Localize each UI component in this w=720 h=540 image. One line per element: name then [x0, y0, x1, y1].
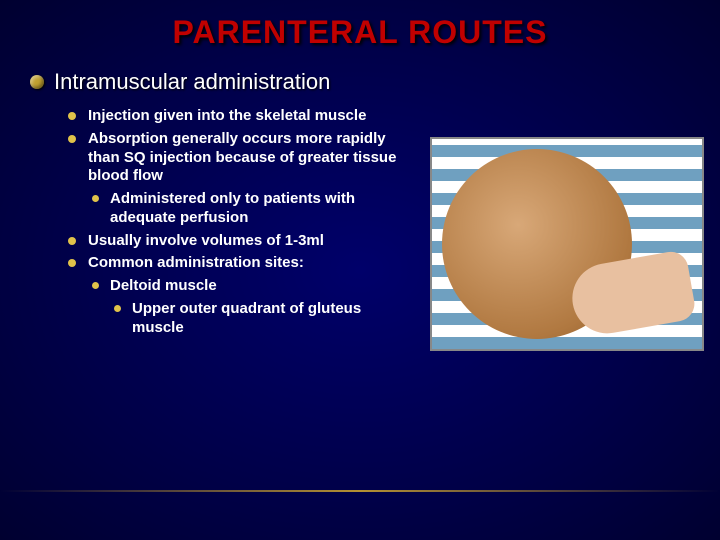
- accent-line: [0, 490, 720, 492]
- bullet-text: Common administration sites:: [88, 254, 304, 271]
- bullet-text: Usually involve volumes of 1-3ml: [88, 232, 324, 249]
- list-item: Deltoid muscle Upper outer quadrant of g…: [88, 277, 414, 337]
- injection-image: [430, 137, 704, 351]
- text-column: Injection given into the skeletal muscle…: [64, 107, 414, 351]
- list-item: Usually involve volumes of 1-3ml: [64, 232, 414, 251]
- bullet-text: Absorption generally occurs more rapidly…: [88, 130, 396, 185]
- bullet-text: Injection given into the skeletal muscle: [88, 107, 366, 124]
- list-item: Administered only to patients with adequ…: [88, 190, 414, 228]
- subtitle-bullet-icon: [30, 75, 44, 89]
- subtitle-text: Intramuscular administration: [54, 69, 330, 95]
- slide-title: PARENTERAL ROUTES: [0, 0, 720, 51]
- list-item: Absorption generally occurs more rapidly…: [64, 130, 414, 228]
- content-area: Injection given into the skeletal muscle…: [0, 107, 720, 351]
- bullet-text: Administered only to patients with adequ…: [110, 190, 355, 226]
- list-item: Upper outer quadrant of gluteus muscle: [110, 300, 414, 338]
- bullet-text: Upper outer quadrant of gluteus muscle: [132, 300, 361, 336]
- list-item: Common administration sites: Deltoid mus…: [64, 254, 414, 337]
- list-item: Injection given into the skeletal muscle: [64, 107, 414, 126]
- image-column: [414, 107, 720, 351]
- bullet-list: Injection given into the skeletal muscle…: [64, 107, 414, 337]
- subtitle-row: Intramuscular administration: [30, 69, 720, 95]
- bullet-text: Deltoid muscle: [110, 277, 217, 294]
